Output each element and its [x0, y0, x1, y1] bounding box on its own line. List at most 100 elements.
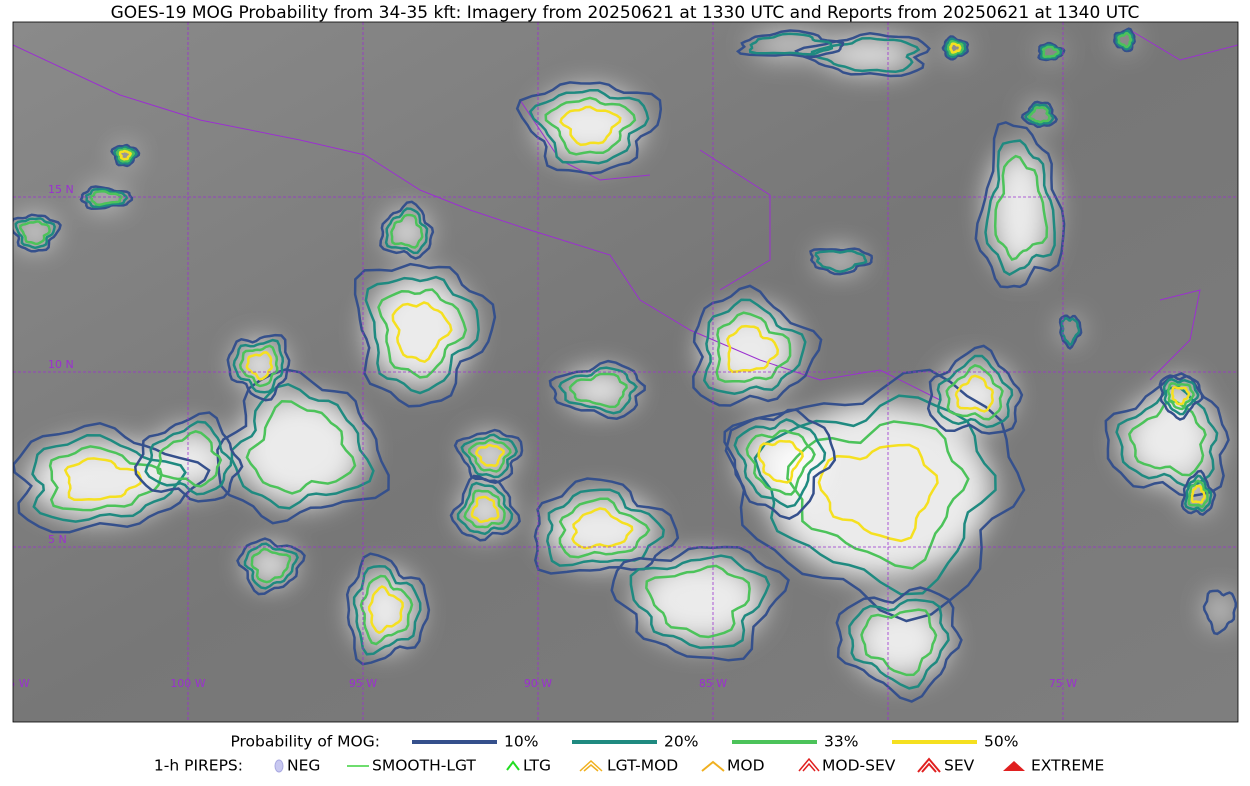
contour	[515, 81, 663, 175]
contour	[236, 537, 306, 596]
contour	[364, 275, 480, 395]
map-frame	[12, 21, 1239, 723]
contour	[250, 547, 292, 584]
contour	[715, 311, 792, 383]
contour	[134, 411, 244, 503]
contour	[463, 489, 506, 529]
contour	[1180, 469, 1217, 516]
contour	[814, 249, 868, 273]
contour	[860, 608, 938, 677]
contour	[835, 586, 963, 703]
cloud	[750, 35, 830, 55]
contour	[144, 420, 233, 496]
legend-label: SEV	[944, 757, 975, 775]
legend-label: MOD	[727, 757, 765, 775]
cloud	[544, 494, 656, 566]
contour	[352, 565, 422, 656]
contour	[226, 333, 291, 402]
contour	[702, 298, 807, 395]
contour	[735, 29, 845, 59]
contour	[848, 598, 950, 690]
pirep-symbol	[701, 760, 725, 772]
cloud	[1062, 318, 1078, 342]
legend-label: SMOOTH-LGT	[372, 757, 476, 775]
pirep-symbol	[1003, 761, 1025, 771]
lat-label: 15 N	[48, 183, 74, 196]
contour	[926, 344, 1024, 435]
pirep-symbol	[917, 757, 941, 773]
contour	[993, 154, 1049, 261]
legend-label: NEG	[287, 757, 320, 775]
contour	[384, 207, 429, 255]
contour	[155, 429, 223, 488]
contour	[232, 338, 285, 394]
grid	[13, 22, 1238, 722]
contour	[456, 481, 514, 536]
contour	[390, 213, 424, 249]
contour	[954, 374, 994, 413]
contour	[558, 497, 651, 559]
lon-label: 90 W	[524, 677, 552, 690]
contours	[13, 27, 1238, 703]
contour	[31, 433, 187, 523]
contour	[1024, 103, 1055, 126]
title: GOES-19 MOG Probability from 34-35 kft: …	[111, 3, 1140, 23]
lat-label: 5 N	[48, 533, 67, 546]
contour	[345, 552, 431, 666]
contour	[1037, 41, 1066, 62]
contour	[745, 429, 816, 496]
contour	[528, 88, 650, 165]
contour	[949, 42, 962, 54]
contour	[645, 564, 751, 639]
contour	[377, 288, 468, 379]
contour	[1187, 479, 1209, 508]
contour	[1041, 45, 1060, 58]
cloud	[816, 250, 864, 270]
contour	[533, 477, 680, 575]
contour	[116, 147, 135, 163]
contour	[817, 443, 939, 543]
contour	[379, 200, 435, 260]
contour	[1117, 32, 1133, 49]
contour	[726, 324, 780, 374]
cloud	[1208, 594, 1232, 626]
contour	[474, 443, 506, 467]
contour	[984, 139, 1056, 277]
borders	[13, 29, 1238, 401]
contour	[245, 400, 357, 495]
legend-label: 33%	[824, 733, 858, 751]
pirep-symbol	[274, 759, 284, 773]
cloud	[822, 39, 918, 71]
lon-label: 100 W	[170, 677, 205, 690]
contour	[974, 121, 1066, 289]
contour	[19, 220, 51, 246]
contour	[568, 372, 628, 409]
contour	[13, 422, 211, 534]
legend-label: LGT-MOD	[607, 757, 678, 775]
contour	[1166, 382, 1195, 411]
contour	[48, 445, 163, 512]
contour	[1190, 484, 1206, 504]
contour	[733, 418, 827, 509]
contour	[1162, 377, 1200, 416]
contour	[243, 542, 299, 590]
contour	[1027, 106, 1051, 124]
contour	[1184, 474, 1213, 513]
contour	[238, 344, 279, 388]
contour	[945, 364, 1004, 421]
contour	[467, 438, 512, 473]
contour	[809, 247, 874, 276]
legend-label: 20%	[664, 733, 698, 751]
legend: Probability of MOG: 10% 20% 33% 50% 1-h …	[154, 733, 1104, 775]
contour	[692, 284, 823, 407]
lon-label: 95 W	[349, 677, 377, 690]
contour	[79, 185, 134, 210]
pirep-symbol	[579, 759, 603, 772]
pirep-symbol	[798, 757, 820, 772]
legend-label: LTG	[523, 757, 551, 775]
contour	[367, 585, 404, 635]
contour	[544, 96, 637, 156]
contour	[548, 359, 646, 420]
contour	[610, 545, 790, 662]
